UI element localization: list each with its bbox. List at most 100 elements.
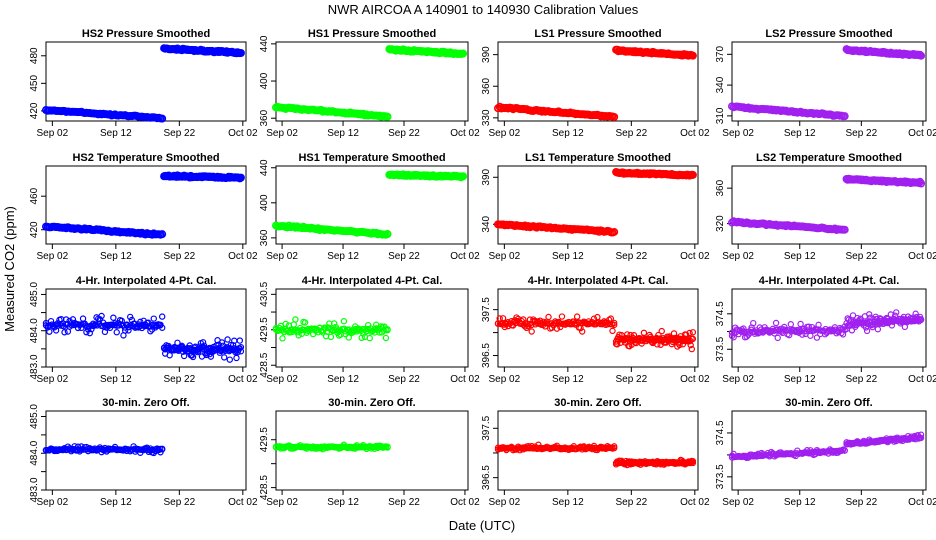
data-point	[542, 444, 549, 452]
x-tick-label: Oct 02	[228, 251, 258, 262]
data-series-ls2-segment-2	[842, 45, 926, 60]
x-tick-label: Oct 02	[680, 251, 710, 262]
data-point	[158, 230, 167, 239]
panel-11: 4-Hr. Interpolated 4-Pt. Cal. Sep 02 Sep 1…	[481, 275, 710, 385]
data-point	[686, 329, 693, 337]
y-tick-label: 484.0	[29, 318, 40, 343]
data-point	[61, 329, 68, 336]
data-series-hs2-segment-2	[160, 44, 245, 58]
plot-frame	[731, 165, 927, 245]
data-point	[236, 345, 243, 352]
data-point	[688, 51, 697, 60]
data-point	[292, 316, 299, 323]
x-tick-label: Sep 02	[266, 374, 298, 385]
data-point	[180, 352, 188, 360]
data-point	[110, 314, 117, 321]
data-point	[589, 444, 596, 452]
x-tick-label: Sep 22	[615, 251, 647, 262]
x-tick-label: Sep 02	[722, 251, 754, 262]
x-tick-label: Sep 02	[722, 497, 754, 508]
panel-grid: HS2 Pressure Smoothed Sep 02 Sep 12 Sep 22 O…	[29, 28, 936, 508]
x-tick-label: Sep 02	[488, 374, 520, 385]
y-tick-label: 340	[715, 76, 726, 93]
panel-3: LS1 Pressure Smoothed Sep 02 Sep 12 Sep 22 O…	[481, 28, 710, 139]
data-series-ls2-segment-2	[843, 431, 925, 448]
y-tick-label: 374.5	[715, 301, 726, 326]
panel-5: HS2 Temperature Smoothed Sep 02 Sep 12 Sep …	[29, 152, 258, 262]
data-point	[42, 446, 50, 454]
plot-frame	[731, 41, 927, 122]
data-point	[917, 316, 925, 324]
data-point	[774, 334, 781, 342]
panel-1: HS2 Pressure Smoothed Sep 02 Sep 12 Sep 22 O…	[29, 28, 258, 139]
x-tick-label: Oct 02	[450, 497, 480, 508]
data-series-ls1-segment-2	[612, 327, 697, 353]
data-point	[236, 49, 245, 58]
y-tick-label: 370	[715, 46, 726, 63]
x-tick-label: Sep 22	[163, 128, 195, 139]
data-point	[813, 334, 821, 341]
x-tick-label: Sep 22	[163, 374, 195, 385]
x-tick-label: Sep 02	[488, 128, 520, 139]
y-tick-label: 400	[259, 72, 270, 89]
data-point	[750, 319, 757, 327]
x-tick-label: Oct 02	[908, 251, 936, 262]
plot-frame	[275, 165, 469, 245]
panel-title: LS1 Temperature Smoothed	[525, 152, 671, 164]
data-point	[158, 114, 167, 123]
data-series-hs2-segment-1	[41, 106, 167, 123]
data-point	[46, 328, 53, 335]
y-tick-label: 484.0	[29, 440, 40, 465]
x-tick-label: Oct 02	[680, 128, 710, 139]
data-series-ls1-segment-1	[493, 102, 619, 121]
y-tick-label: 485.0	[29, 404, 40, 429]
panel-14: 30-min. Zero Off. Sep 02 Sep 12 Sep 22 Oct 0…	[259, 397, 480, 508]
data-point	[459, 172, 468, 181]
data-point	[687, 341, 694, 349]
data-series-ls2-segment-2	[842, 174, 926, 188]
panel-title: 30-min. Zero Off.	[785, 397, 872, 409]
data-point	[797, 320, 804, 328]
panel-15: 30-min. Zero Off. Sep 02 Sep 12 Sep 22 Oct 0…	[481, 397, 710, 508]
y-tick-label: 373.5	[715, 336, 726, 361]
data-point	[118, 317, 125, 325]
data-point	[150, 315, 157, 322]
y-tick-label: 430.5	[259, 281, 270, 306]
data-point	[52, 446, 60, 453]
panel-title: 4-Hr. Interpolated 4-Pt. Cal.	[76, 275, 217, 287]
x-tick-label: Sep 12	[552, 128, 584, 139]
data-point	[640, 329, 648, 337]
data-point	[383, 112, 392, 121]
x-tick-label: Sep 22	[615, 374, 647, 385]
y-tick-label: 373.5	[715, 464, 726, 489]
data-point	[840, 225, 849, 234]
x-tick-label: Sep 12	[327, 128, 359, 139]
data-point	[607, 320, 614, 328]
data-point	[125, 446, 132, 453]
data-point	[226, 356, 233, 363]
x-tick-label: Sep 02	[488, 251, 520, 262]
data-series-hs1-segment-2	[385, 170, 468, 182]
data-point	[78, 446, 85, 453]
x-tick-label: Sep 22	[388, 497, 420, 508]
data-point	[610, 112, 619, 121]
data-series-ls1-segment-2	[612, 45, 697, 60]
data-point	[610, 319, 618, 327]
x-tick-label: Sep 12	[100, 251, 132, 262]
data-point	[610, 444, 618, 452]
y-tick-label: 397.5	[481, 415, 492, 440]
data-point	[599, 319, 606, 326]
y-tick-label: 360	[715, 179, 726, 196]
x-axis-label: Date (UTC)	[449, 518, 515, 533]
x-tick-label: Oct 02	[680, 374, 710, 385]
data-series-hs2-segment-2	[160, 336, 245, 363]
data-point	[553, 325, 561, 332]
data-point	[577, 444, 584, 451]
x-tick-label: Sep 22	[163, 497, 195, 508]
data-point	[917, 51, 926, 60]
data-series-hs1-segment-1	[271, 102, 392, 121]
x-tick-label: Sep 12	[327, 497, 359, 508]
data-point	[79, 315, 87, 322]
y-tick-label: 396.5	[481, 343, 492, 368]
